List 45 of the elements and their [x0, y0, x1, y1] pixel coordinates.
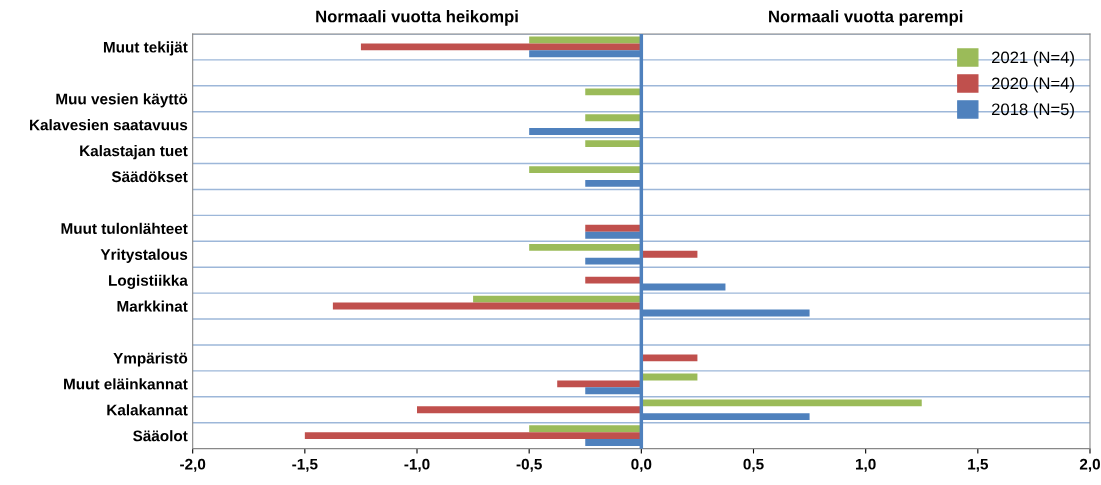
y-tick-label: Ympäristö — [113, 352, 188, 367]
bar — [557, 380, 642, 388]
x-tick-label: 1,5 — [968, 458, 989, 472]
y-tick-label: Yritystalous — [100, 248, 188, 263]
y-tick-label: Kalavesien saatavuus — [30, 119, 188, 131]
y-tick-label: Kalakannat — [107, 404, 188, 416]
y-tick-label: Muut eläinkannat — [64, 378, 188, 390]
bar — [529, 425, 642, 433]
y-tick-label: Muu vesien käyttö — [56, 93, 188, 108]
x-tick-label: 2,0 — [1079, 458, 1100, 472]
bar — [585, 224, 642, 232]
y-tick-label: Markkinat — [117, 300, 188, 312]
bar — [360, 43, 642, 51]
bar — [529, 166, 642, 174]
y-tick-label: Kalastajan tuet — [80, 145, 188, 160]
legend-label: 2020 (N=4) — [991, 77, 1074, 93]
y-tick-label: Säädökset — [111, 170, 188, 183]
bar — [417, 406, 642, 414]
x-tick-label: -1,5 — [292, 458, 318, 472]
bar — [641, 373, 698, 381]
legend-label: 2018 (N=5) — [991, 102, 1074, 119]
bar — [585, 140, 642, 148]
bar — [585, 88, 642, 96]
text: Normaali vuotta heikompi — [316, 10, 518, 26]
bar — [473, 295, 642, 303]
y-tick-label: Sääolot — [133, 430, 188, 442]
x-tick-label: 0,5 — [743, 458, 764, 472]
bar — [585, 276, 642, 284]
bar — [641, 354, 698, 362]
x-tick-label: -1,0 — [404, 458, 430, 472]
y-tick-label: Muut tulonlähteet — [61, 222, 188, 235]
bar — [529, 243, 642, 251]
text: Normaali vuotta parempi — [769, 10, 963, 26]
x-tick-label: -2,0 — [180, 458, 206, 472]
bar — [332, 302, 642, 310]
bar — [641, 399, 922, 407]
y-tick-label: Logistiikka — [109, 274, 188, 289]
bar — [585, 114, 642, 122]
bar — [641, 250, 698, 258]
y-tick-label: Muut tekijät — [103, 41, 188, 56]
x-tick-label: 1,0 — [856, 458, 876, 472]
x-tick-label: -0,5 — [516, 458, 542, 472]
bar — [304, 432, 642, 440]
x-tick-label: 0,0 — [631, 458, 652, 472]
legend-label: 2021 (N=4) — [991, 51, 1074, 67]
